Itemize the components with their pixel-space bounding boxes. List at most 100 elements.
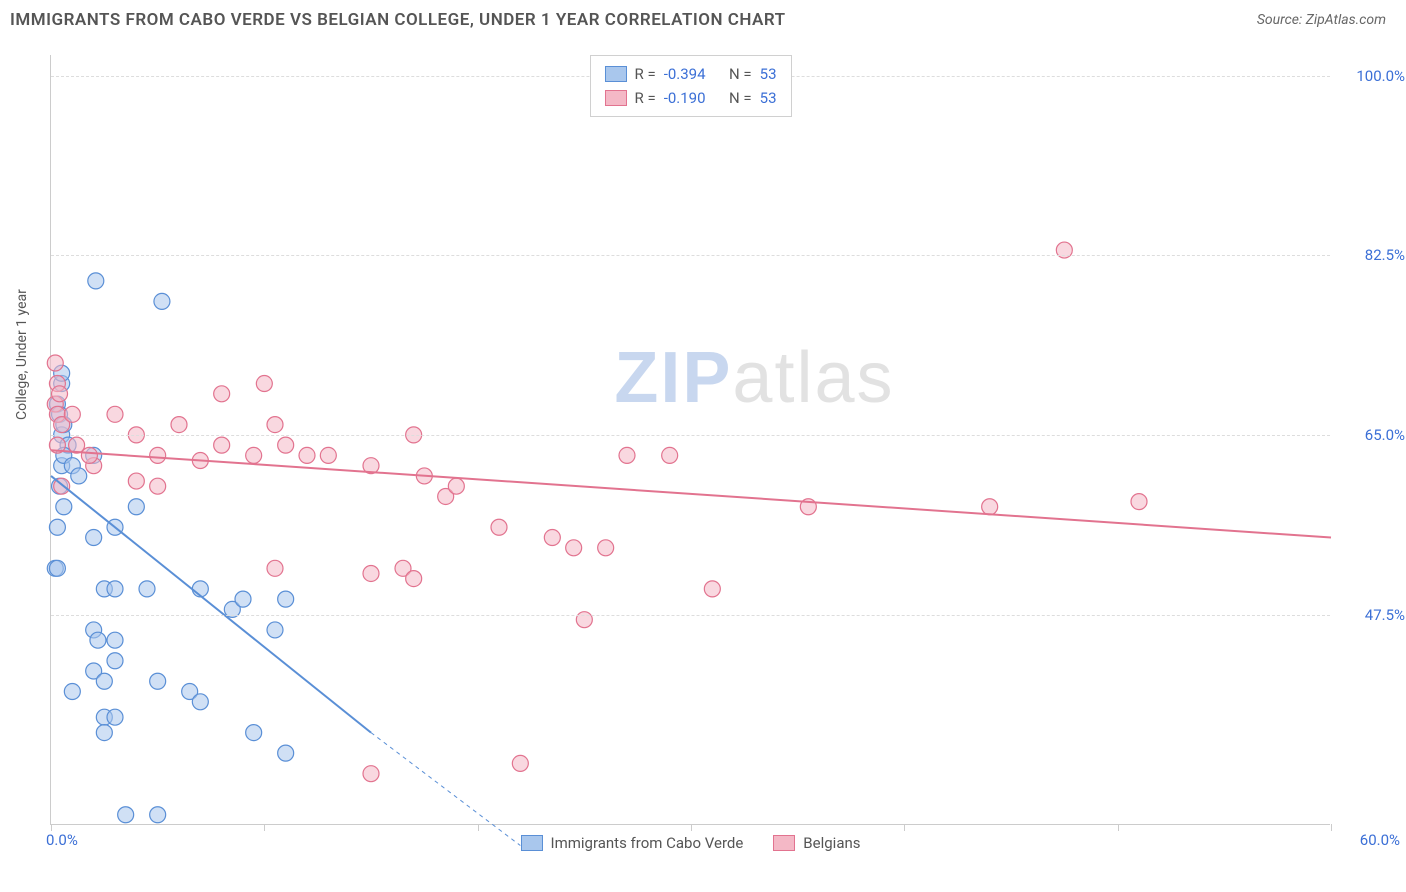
stats-n-label: N = <box>729 86 752 110</box>
data-point <box>267 417 283 433</box>
data-point <box>662 447 678 463</box>
stats-row-series1: R = -0.394 N = 53 <box>604 62 776 86</box>
correlation-stats-box: R = -0.394 N = 53 R = -0.190 N = 53 <box>589 55 791 117</box>
data-point <box>139 581 155 597</box>
gridline-h <box>51 435 1330 436</box>
data-point <box>512 755 528 771</box>
y-tick-label: 100.0% <box>1335 67 1405 85</box>
data-point <box>107 632 123 648</box>
data-point <box>107 581 123 597</box>
trend-line <box>51 476 371 733</box>
gridline-h <box>51 255 1330 256</box>
data-point <box>150 807 166 823</box>
data-point <box>278 745 294 761</box>
data-point <box>598 540 614 556</box>
data-point <box>406 571 422 587</box>
x-tick <box>691 824 692 831</box>
data-point <box>49 560 65 576</box>
data-point <box>982 499 998 515</box>
data-point <box>235 591 251 607</box>
data-point <box>214 437 230 453</box>
data-point <box>192 694 208 710</box>
stats-row-series2: R = -0.190 N = 53 <box>604 86 776 110</box>
x-axis-max-label: 60.0% <box>1360 831 1400 849</box>
data-point <box>64 684 80 700</box>
source-value: ZipAtlas.com <box>1306 12 1386 28</box>
data-point <box>171 417 187 433</box>
y-tick-label: 47.5% <box>1335 606 1405 624</box>
x-tick <box>904 824 905 831</box>
data-point <box>96 673 112 689</box>
data-point <box>49 519 65 535</box>
legend-swatch-2 <box>773 835 795 851</box>
stats-r-label: R = <box>634 86 655 110</box>
data-point <box>1131 494 1147 510</box>
data-point <box>150 478 166 494</box>
stats-r-value-2: -0.190 <box>664 86 706 110</box>
source-label: Source: <box>1257 12 1306 28</box>
scatter-svg <box>51 55 1330 824</box>
data-point <box>128 499 144 515</box>
x-tick <box>478 824 479 831</box>
data-point <box>544 530 560 546</box>
y-axis-label: College, Under 1 year <box>14 289 30 420</box>
stats-r-value-1: -0.394 <box>664 62 706 86</box>
x-tick <box>1331 824 1332 831</box>
data-point <box>154 293 170 309</box>
data-point <box>246 725 262 741</box>
data-point <box>619 447 635 463</box>
y-tick-label: 65.0% <box>1335 426 1405 444</box>
legend-label-2: Belgians <box>803 834 860 852</box>
data-point <box>107 653 123 669</box>
x-tick <box>264 824 265 831</box>
data-point <box>47 355 63 371</box>
data-point <box>491 519 507 535</box>
chart-title: IMMIGRANTS FROM CABO VERDE VS BELGIAN CO… <box>10 10 786 30</box>
data-point <box>363 565 379 581</box>
stats-n-value-2: 53 <box>760 86 777 110</box>
data-point <box>256 376 272 392</box>
gridline-h <box>51 615 1330 616</box>
data-point <box>299 447 315 463</box>
chart-header: IMMIGRANTS FROM CABO VERDE VS BELGIAN CO… <box>0 0 1406 40</box>
x-axis-min-label: 0.0% <box>46 831 78 849</box>
stats-n-label: N = <box>729 62 752 86</box>
x-tick <box>51 824 52 831</box>
source-attribution: Source: ZipAtlas.com <box>1257 12 1386 28</box>
y-tick-label: 82.5% <box>1335 246 1405 264</box>
data-point <box>150 673 166 689</box>
data-point <box>448 478 464 494</box>
data-point <box>52 386 68 402</box>
data-point <box>71 468 87 484</box>
plot-area: ZIPatlas R = -0.394 N = 53 R = -0.190 N … <box>50 55 1330 825</box>
data-point <box>107 406 123 422</box>
legend-item-2: Belgians <box>773 834 860 852</box>
data-point <box>150 447 166 463</box>
trend-line-extrapolated <box>371 733 520 846</box>
data-point <box>81 447 97 463</box>
stats-r-label: R = <box>634 62 655 86</box>
data-point <box>267 560 283 576</box>
data-point <box>278 437 294 453</box>
data-point <box>246 447 262 463</box>
swatch-series2 <box>604 90 626 106</box>
data-point <box>267 622 283 638</box>
swatch-series1 <box>604 66 626 82</box>
data-point <box>64 406 80 422</box>
legend-item-1: Immigrants from Cabo Verde <box>520 834 743 852</box>
data-point <box>118 807 134 823</box>
data-point <box>107 709 123 725</box>
data-point <box>704 581 720 597</box>
data-point <box>363 766 379 782</box>
data-point <box>320 447 336 463</box>
x-tick <box>1118 824 1119 831</box>
data-point <box>128 473 144 489</box>
data-point <box>90 632 106 648</box>
data-point <box>88 273 104 289</box>
data-point <box>278 591 294 607</box>
data-point <box>566 540 582 556</box>
data-point <box>86 530 102 546</box>
legend-label-1: Immigrants from Cabo Verde <box>550 834 743 852</box>
legend: Immigrants from Cabo Verde Belgians <box>520 834 860 852</box>
stats-n-value-1: 53 <box>760 62 777 86</box>
